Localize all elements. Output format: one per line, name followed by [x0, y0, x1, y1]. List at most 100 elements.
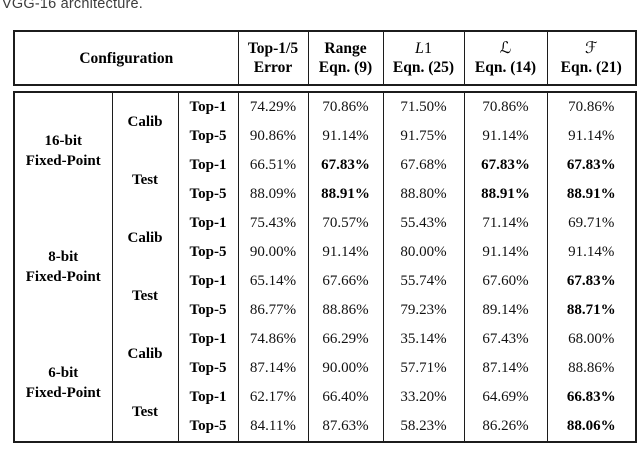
- header-l1: L1 Eqn. (25): [382, 30, 465, 86]
- table-row: Test Top-1 65.14% 67.66% 55.74% 67.60% 6…: [14, 267, 637, 325]
- table-row: Test Top-1 66.51% 67.83% 67.68% 67.83% 6…: [14, 151, 637, 209]
- value-cell: 67.68%: [382, 151, 465, 180]
- value-cell: 79.23%: [382, 296, 465, 325]
- bit-label: 16-bit Fixed-Point: [13, 92, 113, 209]
- phase-label: Test: [111, 267, 179, 325]
- value-cell: 75.43%: [237, 209, 309, 238]
- metric-label: Top-5: [177, 412, 239, 442]
- header-configuration-label: Configuration: [79, 49, 174, 67]
- metric-label: Top-1: [177, 209, 239, 238]
- table-row: Top-5 88.09% 88.91% 88.80% 88.91% 88.91%: [14, 180, 637, 209]
- value-cell: 66.40%: [307, 383, 384, 412]
- table-row: Top-5 87.14% 90.00% 57.71% 87.14% 88.86%: [14, 354, 637, 383]
- results-table-header: Configuration Top-1/5 Error Range Eqn. (…: [13, 30, 637, 86]
- metric-label: Top-5: [177, 122, 239, 151]
- value-cell: 67.83%: [546, 151, 637, 180]
- value-cell: 90.86%: [237, 122, 309, 151]
- value-cell: 35.14%: [382, 325, 465, 354]
- table-caption: VGG-16 architecture.: [2, 0, 143, 12]
- value-cell: 74.86%: [237, 325, 309, 354]
- value-cell: 91.14%: [546, 238, 637, 267]
- value-cell: 71.50%: [382, 92, 465, 122]
- header-range: Range Eqn. (9): [307, 30, 384, 86]
- table-row: 16-bit Fixed-Point Calib Top-1 74.29% 70…: [13, 92, 637, 209]
- value-cell: 58.23%: [382, 412, 465, 442]
- value-cell: 71.14%: [463, 209, 548, 238]
- value-cell: 67.60%: [463, 267, 548, 296]
- value-cell: 66.29%: [307, 325, 384, 354]
- value-cell: 88.91%: [463, 180, 548, 209]
- table-row: Top-5 90.00% 91.14% 80.00% 91.14% 91.14%: [14, 238, 637, 267]
- value-cell: 55.74%: [382, 267, 465, 296]
- metric-label: Top-1: [177, 383, 239, 412]
- value-cell: 57.71%: [382, 354, 465, 383]
- value-cell: 67.83%: [463, 151, 548, 180]
- value-cell: 62.17%: [237, 383, 309, 412]
- value-cell: 87.63%: [307, 412, 384, 442]
- metric-label: Top-5: [177, 180, 239, 209]
- bit-label: 8-bit Fixed-Point: [13, 209, 113, 325]
- metric-label: Top-5: [177, 354, 239, 383]
- value-cell: 88.86%: [307, 296, 384, 325]
- value-cell: 84.11%: [237, 412, 309, 442]
- value-cell: 88.09%: [237, 180, 309, 209]
- value-cell: 86.77%: [237, 296, 309, 325]
- value-cell: 88.91%: [307, 180, 384, 209]
- metric-label: Top-5: [177, 296, 239, 325]
- value-cell: 91.14%: [307, 122, 384, 151]
- phase-label: Calib: [111, 92, 179, 151]
- value-cell: 88.06%: [546, 412, 637, 442]
- value-cell: 88.80%: [382, 180, 465, 209]
- metric-label: Top-1: [177, 92, 239, 122]
- value-cell: 70.57%: [307, 209, 384, 238]
- script-f-symbol: ℱ: [584, 40, 598, 57]
- value-cell: 66.83%: [546, 383, 637, 412]
- value-cell: 86.26%: [463, 412, 548, 442]
- value-cell: 74.29%: [237, 92, 309, 122]
- table-row: Top-5 90.86% 91.14% 91.75% 91.14% 91.14%: [14, 122, 637, 151]
- table-row: Top-5 86.77% 88.86% 79.23% 89.14% 88.71%: [14, 296, 637, 325]
- value-cell: 88.91%: [546, 180, 637, 209]
- value-cell: 87.14%: [463, 354, 548, 383]
- value-cell: 87.14%: [237, 354, 309, 383]
- metric-label: Top-1: [177, 267, 239, 296]
- value-cell: 67.83%: [546, 267, 637, 296]
- header-top15-error: Top-1/5 Error: [237, 30, 309, 86]
- value-cell: 80.00%: [382, 238, 465, 267]
- table-row: Top-5 84.11% 87.63% 58.23% 86.26% 88.06%: [14, 412, 637, 442]
- metric-label: Top-1: [177, 151, 239, 180]
- table-row: 8-bit Fixed-Point Calib Top-1 75.43% 70.…: [13, 209, 637, 325]
- phase-label: Test: [111, 151, 179, 209]
- value-cell: 65.14%: [237, 267, 309, 296]
- bit-label: 6-bit Fixed-Point: [13, 325, 113, 442]
- table-row: 6-bit Fixed-Point Calib Top-1 74.86% 66.…: [13, 325, 637, 442]
- value-cell: 91.75%: [382, 122, 465, 151]
- table-row: Test Top-1 62.17% 66.40% 33.20% 64.69% 6…: [14, 383, 637, 442]
- metric-label: Top-5: [177, 238, 239, 267]
- header-script-f: ℱ Eqn. (21): [546, 30, 637, 86]
- value-cell: 55.43%: [382, 209, 465, 238]
- value-cell: 91.14%: [463, 122, 548, 151]
- value-cell: 91.14%: [307, 238, 384, 267]
- value-cell: 67.43%: [463, 325, 548, 354]
- metric-label: Top-1: [177, 325, 239, 354]
- value-cell: 66.51%: [237, 151, 309, 180]
- header-configuration: Configuration: [13, 30, 239, 86]
- value-cell: 89.14%: [463, 296, 548, 325]
- phase-label: Calib: [111, 209, 179, 267]
- value-cell: 91.14%: [546, 122, 637, 151]
- value-cell: 70.86%: [307, 92, 384, 122]
- value-cell: 69.71%: [546, 209, 637, 238]
- value-cell: 67.66%: [307, 267, 384, 296]
- phase-label: Calib: [111, 325, 179, 383]
- script-l-symbol: ℒ: [499, 40, 512, 57]
- results-table-body: 16-bit Fixed-Point Calib Top-1 74.29% 70…: [13, 91, 637, 443]
- value-cell: 88.86%: [546, 354, 637, 383]
- value-cell: 33.20%: [382, 383, 465, 412]
- value-cell: 90.00%: [237, 238, 309, 267]
- value-cell: 91.14%: [463, 238, 548, 267]
- value-cell: 68.00%: [546, 325, 637, 354]
- value-cell: 70.86%: [546, 92, 637, 122]
- phase-label: Test: [111, 383, 179, 442]
- value-cell: 70.86%: [463, 92, 548, 122]
